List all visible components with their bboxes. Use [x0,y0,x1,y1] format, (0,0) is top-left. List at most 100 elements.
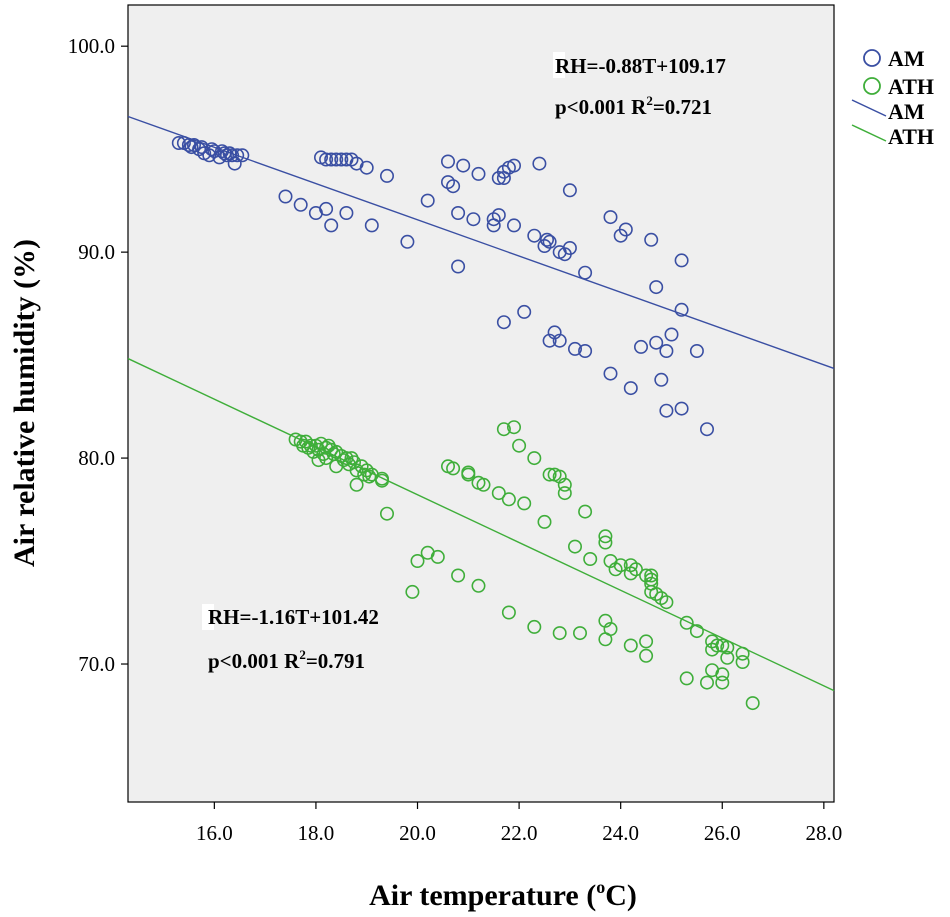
x-tick-label: 22.0 [501,821,538,845]
point-am [674,302,689,317]
x-tick-label: 24.0 [602,821,639,845]
annotation-am-stats-sup: 2 [646,93,653,108]
point-am [486,218,501,233]
point-am [496,315,511,330]
point-am [440,175,455,190]
point-ath [679,671,694,686]
point-am [235,148,250,163]
x-axis-title: Air temperature (oC) [369,877,637,912]
point-ath [623,566,638,581]
point-am [204,142,219,157]
y-tick-label: 100.0 [68,34,115,58]
point-ath [613,558,628,573]
annotation-ath-equation: RH=-1.16T+101.42 [208,605,379,629]
point-am [319,152,334,167]
point-ath [476,477,491,492]
x-axis-title-main: Air temperature ( [369,879,596,912]
point-am [649,335,664,350]
point-am [364,218,379,233]
point-ath [329,459,344,474]
point-ath [430,549,445,564]
point-am [542,234,557,249]
point-am [578,343,593,358]
annotation-ath-stats: p<0.001 R2=0.791 [208,647,365,673]
point-ath [735,646,750,661]
legend-ath-marker [863,77,881,95]
point-ath [496,422,511,437]
y-tick-label: 70.0 [78,652,115,676]
point-ath [720,640,735,655]
point-am [578,265,593,280]
legend-am-line [851,99,887,117]
x-axis-title-sup: o [596,877,605,897]
point-ath [374,473,389,488]
point-am [400,234,415,249]
point-am [466,212,481,227]
annotation-am-stats: p<0.001 R2=0.721 [555,93,712,119]
point-ath [446,461,461,476]
point-am [293,197,308,212]
point-am [339,206,354,221]
point-ath [715,667,730,682]
point-ath [517,496,532,511]
point-ath [603,621,618,636]
point-am [649,280,664,295]
point-ath [583,551,598,566]
annotation-am-equation: RH=-0.88T+109.17 [555,54,726,78]
legend-am-marker [863,49,881,67]
point-am [562,183,577,198]
point-am [471,166,486,181]
annotation-am-stats-post: =0.721 [653,95,712,119]
point-am [689,343,704,358]
point-ath [623,638,638,653]
point-am [456,158,471,173]
y-axis: 70.0 80.0 90.0 100.0 [68,34,128,676]
x-tick-label: 16.0 [196,821,233,845]
point-ath [527,619,542,634]
point-ath [552,626,567,641]
annotation-ath-stats-pre: p<0.001 R [208,649,300,673]
data-points [171,136,760,711]
point-ath [542,467,557,482]
point-ath [639,648,654,663]
point-am [618,222,633,237]
point-am [324,218,339,233]
y-tick-label: 80.0 [78,446,115,470]
point-am [227,156,242,171]
point-am [379,168,394,183]
x-axis: 16.0 18.0 20.0 22.0 24.0 26.0 28.0 [196,802,842,845]
fit-line-am [127,115,835,370]
point-ath [506,420,521,435]
point-am [557,247,572,262]
point-ath [501,605,516,620]
point-am [440,154,455,169]
point-am [644,232,659,247]
point-am [225,148,240,163]
point-ath [527,451,542,466]
point-ath [339,451,354,466]
point-am [496,164,511,179]
point-am [623,381,638,396]
point-am [506,218,521,233]
point-am [664,327,679,342]
point-am [699,422,714,437]
point-am [552,333,567,348]
fit-lines [127,115,835,692]
point-am [451,259,466,274]
point-ath [735,654,750,669]
annotation-am-eq-bg [553,52,565,78]
point-am [334,152,349,167]
point-ath [644,568,659,583]
point-ath [689,624,704,639]
x-tick-label: 20.0 [399,821,436,845]
legend: AM ATH AM ATH [851,46,934,149]
point-am [603,366,618,381]
point-ath [557,486,572,501]
point-ath [567,539,582,554]
point-ath [572,626,587,641]
point-am [659,343,674,358]
point-am [506,158,521,173]
plot-area [127,4,835,803]
point-ath [501,492,516,507]
